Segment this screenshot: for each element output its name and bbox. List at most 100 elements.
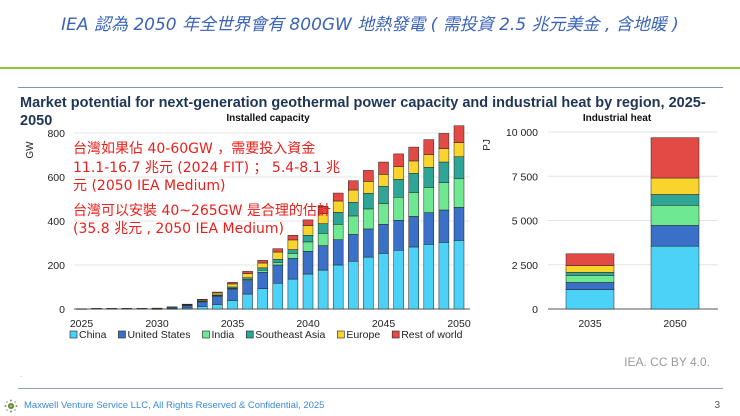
bar-segment-united-states: [272, 264, 284, 284]
bar-segment-rest-of-world: [438, 133, 450, 149]
bar-segment-united-states: [76, 308, 87, 310]
bar-segment-united-states: [91, 308, 102, 310]
bar-segment-india: [378, 203, 389, 225]
bar-segment-rest-of-world: [363, 170, 374, 182]
bar-segment-india: [363, 208, 374, 230]
bar-segment-united-states: [197, 301, 208, 307]
x-tick-label: 2035: [578, 318, 602, 330]
bar-segment-rest-of-world: [272, 248, 284, 253]
bar-segment-united-states: [363, 228, 374, 258]
x-tick-label: 2050: [663, 318, 687, 330]
bar-segment-india: [257, 270, 268, 273]
legend-label: Southeast Asia: [255, 329, 325, 341]
legend-swatch: [245, 330, 254, 339]
bar-segment-europe: [378, 174, 389, 187]
chart-panel-title: Industrial heat: [583, 113, 652, 124]
bar-segment-europe: [348, 189, 359, 203]
y-tick-label: 0: [532, 304, 538, 316]
bar-segment-united-states: [408, 216, 419, 248]
bar-segment-europe: [393, 166, 404, 180]
bar-segment-europe: [438, 148, 450, 163]
bar-segment-southeast-asia: [453, 156, 465, 180]
bar-segment-india: [453, 178, 465, 208]
bar-segment-united-states: [212, 295, 223, 305]
bar-segment-united-states: [302, 251, 314, 275]
bar-segment-europe: [453, 142, 465, 158]
bar-segment-china: [227, 300, 238, 310]
y-tick-label: 600: [47, 172, 65, 184]
bar-segment-southeast-asia: [408, 173, 419, 193]
bar-segment-southeast-asia: [393, 179, 404, 198]
bar-segment-china: [423, 244, 435, 310]
bar-segment-united-states: [257, 272, 268, 290]
x-tick-label: 2045: [372, 318, 396, 330]
y-tick-label: 2 500: [512, 260, 538, 272]
y-tick-label: 200: [47, 260, 65, 272]
bar-segment-southeast-asia: [348, 202, 359, 217]
y-tick-label: 0: [59, 304, 65, 316]
bar-segment-india: [287, 253, 299, 259]
bar-segment-united-states: [317, 245, 329, 271]
bar-segment-united-states: [121, 308, 133, 310]
y-tick-label: 800: [47, 128, 65, 140]
bar-segment-europe: [212, 292, 223, 296]
bar-segment-rest-of-world: [332, 192, 344, 202]
annotation-line-1: 台灣如果佔 40-60GW ，需要投入資金 11.1-16.7 兆元 (2024…: [73, 141, 340, 194]
legend-label: Europe: [346, 329, 380, 341]
bar-segment-united-states: [378, 224, 389, 254]
bar-segment-southeast-asia: [378, 185, 389, 204]
bar-segment-india: [438, 182, 450, 211]
bar-segment-united-states: [106, 308, 117, 310]
bar-segment-united-states: [438, 209, 450, 243]
bar-segment-rest-of-world: [227, 282, 238, 285]
bar-segment-china: [348, 261, 359, 310]
y-axis-label: PJ: [482, 139, 493, 151]
bar-segment-united-states: [423, 212, 435, 245]
bar-segment-china: [197, 306, 208, 310]
bar-segment-united-states: [393, 220, 404, 251]
bar-segment-india: [272, 262, 284, 266]
bar-segment-rest-of-world: [302, 219, 314, 226]
bar-segment-southeast-asia: [650, 194, 700, 206]
bar-segment-southeast-asia: [438, 161, 450, 183]
bar-segment-europe: [166, 306, 178, 308]
bar-segment-rest-of-world: [287, 235, 299, 241]
x-tick-label: 2050: [447, 318, 471, 330]
x-tick-label: 2025: [70, 318, 94, 330]
bar-segment-rest-of-world: [257, 260, 268, 264]
bar-segment-southeast-asia: [272, 259, 284, 263]
bar-segment-china: [438, 242, 450, 310]
legend-swatch: [337, 330, 345, 339]
bar-segment-china: [257, 288, 268, 310]
bar-segment-rest-of-world: [408, 146, 419, 162]
bar-segment-rest-of-world: [242, 271, 253, 274]
bar-segment-united-states: [227, 288, 238, 301]
bar-segment-india: [348, 215, 359, 235]
legend-label: India: [211, 329, 234, 341]
bar-segment-china: [302, 273, 314, 310]
source-credit: IEA. CC BY 4.0.: [624, 355, 710, 369]
bar-segment-china: [453, 240, 465, 310]
bar-segment-china: [650, 245, 700, 310]
legend-label: Rest of world: [401, 329, 462, 341]
charts-svg: Installed capacity GW 0 200 400 600 800 2025 203…: [25, 113, 718, 341]
bar-segment-india: [650, 205, 700, 226]
annotation: 台灣如果佔 40-60GW ，需要投入資金 11.1-16.7 兆元 (2024…: [73, 140, 348, 245]
bar-segment-united-states: [453, 207, 465, 241]
bar-segment-southeast-asia: [242, 277, 253, 280]
bar-segment-europe: [408, 160, 419, 174]
bar-segment-rest-of-world: [317, 206, 329, 214]
company-logo-icon: [4, 399, 18, 413]
bar-segment-europe: [257, 262, 268, 269]
bar-segment-rest-of-world: [378, 161, 389, 175]
dot-mark: .: [20, 370, 23, 379]
bar-segment-united-states: [136, 308, 148, 310]
bar-segment-europe: [363, 181, 374, 194]
bar-segment-china: [393, 250, 404, 310]
chart-title: Market potential for next-generation geo…: [20, 95, 706, 129]
bar-segment-rest-of-world: [181, 303, 193, 306]
bar-segment-china: [332, 264, 344, 310]
bar-segment-china: [212, 304, 223, 310]
y-tick-label: 10 000: [506, 127, 538, 139]
legend-swatch: [391, 330, 400, 339]
